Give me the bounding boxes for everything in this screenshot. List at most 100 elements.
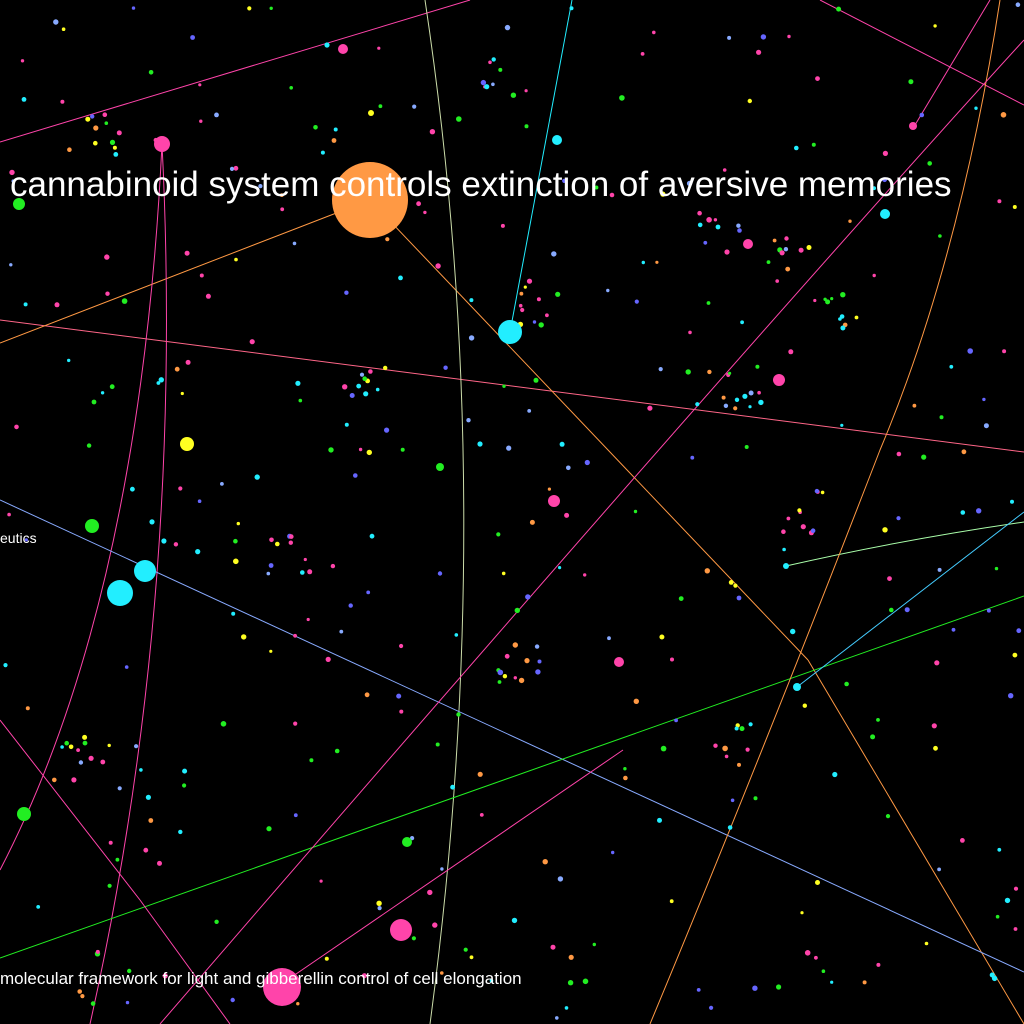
hub-node[interactable] [880, 209, 890, 219]
graph-node [709, 1005, 714, 1010]
hub-node[interactable] [134, 560, 156, 582]
graph-node [396, 693, 402, 699]
graph-node [275, 541, 280, 547]
graph-node [506, 445, 512, 451]
graph-node [640, 52, 645, 56]
graph-node [657, 817, 662, 823]
graph-node [366, 449, 372, 456]
graph-node [93, 125, 99, 131]
graph-node [82, 740, 88, 746]
hub-node[interactable] [783, 563, 789, 569]
graph-node [233, 165, 239, 171]
graph-node [989, 972, 995, 978]
graph-node [730, 798, 735, 803]
graph-node [748, 722, 753, 727]
graph-node [313, 125, 318, 130]
hub-node[interactable] [107, 580, 133, 606]
hub-node[interactable] [332, 162, 408, 238]
graph-node [504, 24, 511, 31]
graph-node [131, 6, 136, 10]
graph-node [309, 758, 314, 763]
graph-node [532, 320, 537, 324]
graph-node [739, 726, 745, 732]
graph-node [64, 740, 69, 746]
graph-node [790, 628, 796, 635]
graph-node [319, 879, 323, 883]
hub-node[interactable] [793, 683, 801, 691]
graph-node [534, 644, 540, 649]
graph-node [249, 339, 255, 345]
graph-node [606, 288, 610, 293]
graph-node [660, 191, 666, 197]
hub-node[interactable] [402, 837, 412, 847]
hub-node[interactable] [338, 44, 348, 54]
graph-node [399, 709, 404, 714]
graph-node [497, 669, 504, 676]
hub-node[interactable] [13, 198, 25, 210]
graph-node [538, 322, 544, 328]
hub-node[interactable] [17, 807, 31, 821]
graph-node [358, 447, 363, 452]
graph-node [669, 899, 674, 904]
graph-node [951, 627, 956, 632]
graph-node [456, 116, 462, 122]
graph-edge [509, 0, 573, 333]
graph-node [293, 721, 298, 726]
graph-node [344, 290, 349, 295]
graph-node [752, 985, 758, 991]
graph-node [776, 984, 782, 990]
graph-node [100, 759, 106, 765]
hub-node[interactable] [909, 122, 917, 130]
graph-node [236, 521, 240, 526]
hub-node[interactable] [180, 437, 194, 451]
graph-edge [0, 143, 163, 871]
graph-edge [369, 199, 809, 661]
graph-node [703, 240, 708, 245]
graph-node [288, 540, 293, 545]
graph-node [696, 988, 701, 992]
graph-node [195, 549, 201, 555]
graph-node [784, 236, 789, 241]
hub-node[interactable] [614, 657, 624, 667]
headline-label: cannabinoid system controls extinction o… [10, 165, 952, 204]
hub-node[interactable] [498, 320, 522, 344]
hub-node[interactable] [368, 110, 374, 116]
graph-node [748, 405, 752, 409]
graph-node [60, 745, 64, 749]
graph-node [378, 104, 383, 109]
graph-node [781, 529, 786, 534]
graph-node [498, 67, 503, 72]
graph-node [268, 563, 274, 568]
hub-node[interactable] [390, 919, 412, 941]
graph-node [995, 914, 1000, 919]
hub-node[interactable] [548, 495, 560, 507]
graph-node [527, 409, 532, 413]
graph-node [882, 527, 888, 533]
graph-node [737, 762, 741, 767]
graph-node [938, 234, 942, 238]
hub-node[interactable] [85, 519, 99, 533]
graph-node [559, 441, 565, 447]
graph-node [162, 973, 168, 979]
graph-node [52, 777, 57, 783]
graph-node [269, 649, 273, 653]
graph-node [798, 247, 804, 253]
graph-node [361, 973, 367, 979]
graph-node [190, 35, 196, 40]
graph-node [3, 663, 8, 668]
hub-node[interactable] [552, 135, 562, 145]
graph-node [174, 366, 180, 372]
hub-node[interactable] [773, 374, 785, 386]
graph-node [1013, 886, 1019, 891]
graph-node [758, 399, 764, 406]
hub-node[interactable] [436, 463, 444, 471]
graph-node [986, 608, 991, 613]
graph-node [125, 1000, 130, 1005]
hub-node[interactable] [263, 968, 301, 1006]
hub-node[interactable] [743, 239, 753, 249]
graph-node [139, 768, 143, 772]
graph-node [109, 139, 116, 145]
hub-node[interactable] [154, 136, 170, 152]
graph-node [456, 712, 461, 717]
